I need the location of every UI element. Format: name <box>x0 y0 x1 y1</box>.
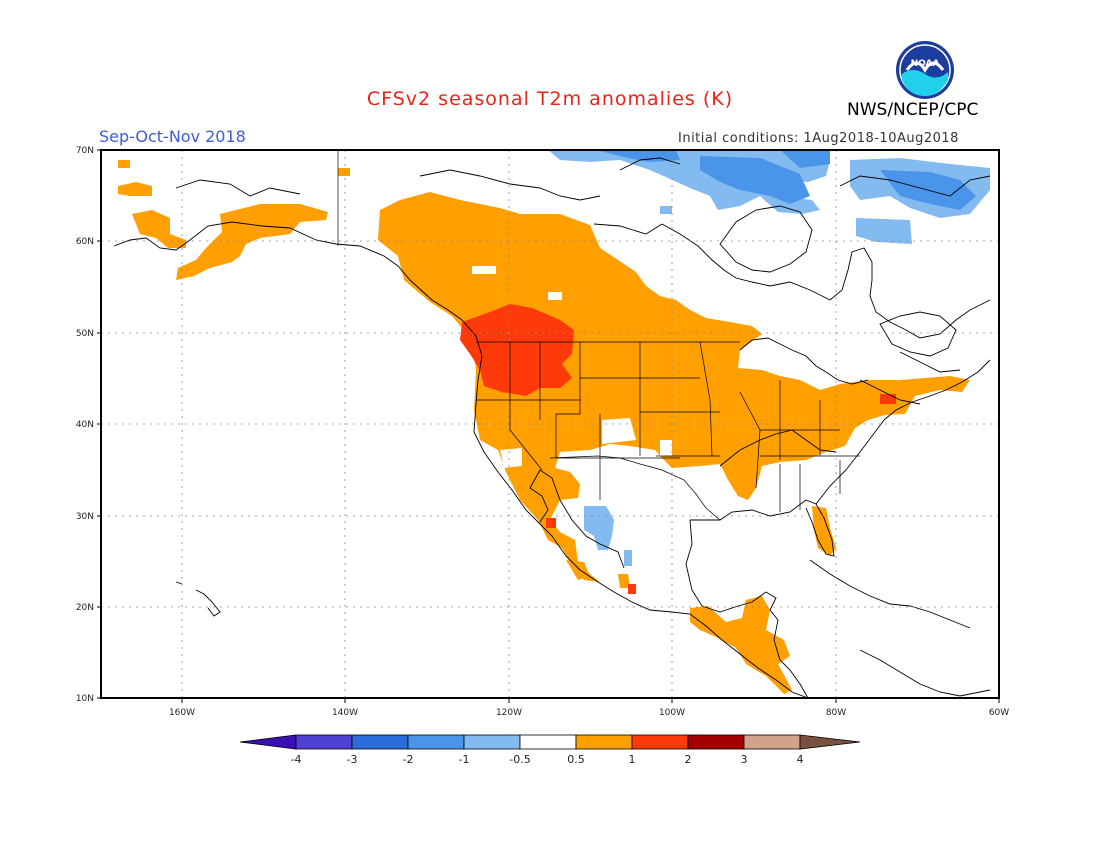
lon-tick-60w: 60W <box>989 708 1009 718</box>
state-boundaries <box>337 150 860 521</box>
svg-text:NOAA: NOAA <box>911 59 940 69</box>
map-title: CFSv2 seasonal T2m anomalies (K) <box>366 88 734 110</box>
colorbar-swatch-1-to-2 <box>631 734 689 750</box>
colorbar-swatch-2-to-3 <box>687 734 745 750</box>
colorbar-swatch-minus-3-to-minus-2 <box>351 734 409 750</box>
colorbar-swatch-neutral <box>519 734 577 750</box>
lon-tick-160w: 160W <box>169 708 195 718</box>
colorbar <box>239 734 861 750</box>
colorbar-label: 2 <box>685 753 692 766</box>
lon-tick-140w: 140W <box>332 708 358 718</box>
colorbar-swatch-above-4 <box>799 734 861 750</box>
colorbar-swatch-3-to-4 <box>743 734 801 750</box>
colorbar-labels: -4 -3 -2 -1 -0.5 0.5 1 2 3 4 <box>291 753 804 766</box>
colorbar-label: -3 <box>347 753 358 766</box>
colorbar-swatch-minus-4-to-minus-3 <box>295 734 353 750</box>
lat-tick-20n: 20N <box>76 603 94 613</box>
colorbar-label: -1 <box>459 753 470 766</box>
lon-tick-100w: 100W <box>659 708 685 718</box>
lat-tick-70n: 70N <box>76 146 94 156</box>
colorbar-label: -4 <box>291 753 302 766</box>
lat-tick-40n: 40N <box>76 420 94 430</box>
colorbar-label: 0.5 <box>567 753 585 766</box>
colorbar-swatch-0-5-to-1 <box>575 734 633 750</box>
colorbar-label: 1 <box>629 753 636 766</box>
lat-tick-30n: 30N <box>76 512 94 522</box>
colorbar-label: 4 <box>797 753 804 766</box>
lon-tick-120w: 120W <box>496 708 522 718</box>
anomaly-shading <box>118 150 990 694</box>
noaa-logo-icon: NOAA <box>896 41 954 99</box>
colorbar-swatch-below-minus-4 <box>239 734 297 750</box>
agency-label: NWS/NCEP/CPC <box>847 100 979 120</box>
colorbar-label: -2 <box>403 753 414 766</box>
tick-marks <box>97 149 1000 703</box>
initial-conditions-label: Initial conditions: 1Aug2018-10Aug2018 <box>678 131 959 146</box>
gridlines <box>101 150 999 698</box>
lat-tick-10n: 10N <box>76 694 94 704</box>
colorbar-label: -0.5 <box>509 753 530 766</box>
colorbar-swatch-minus-1-to-minus-0-5 <box>463 734 521 750</box>
lon-tick-80w: 80W <box>826 708 846 718</box>
colorbar-label: 3 <box>741 753 748 766</box>
colorbar-swatch-minus-2-to-minus-1 <box>407 734 465 750</box>
coastlines <box>113 157 991 698</box>
lat-tick-50n: 50N <box>76 329 94 339</box>
season-label: Sep-Oct-Nov 2018 <box>99 127 246 146</box>
lat-tick-60n: 60N <box>76 237 94 247</box>
